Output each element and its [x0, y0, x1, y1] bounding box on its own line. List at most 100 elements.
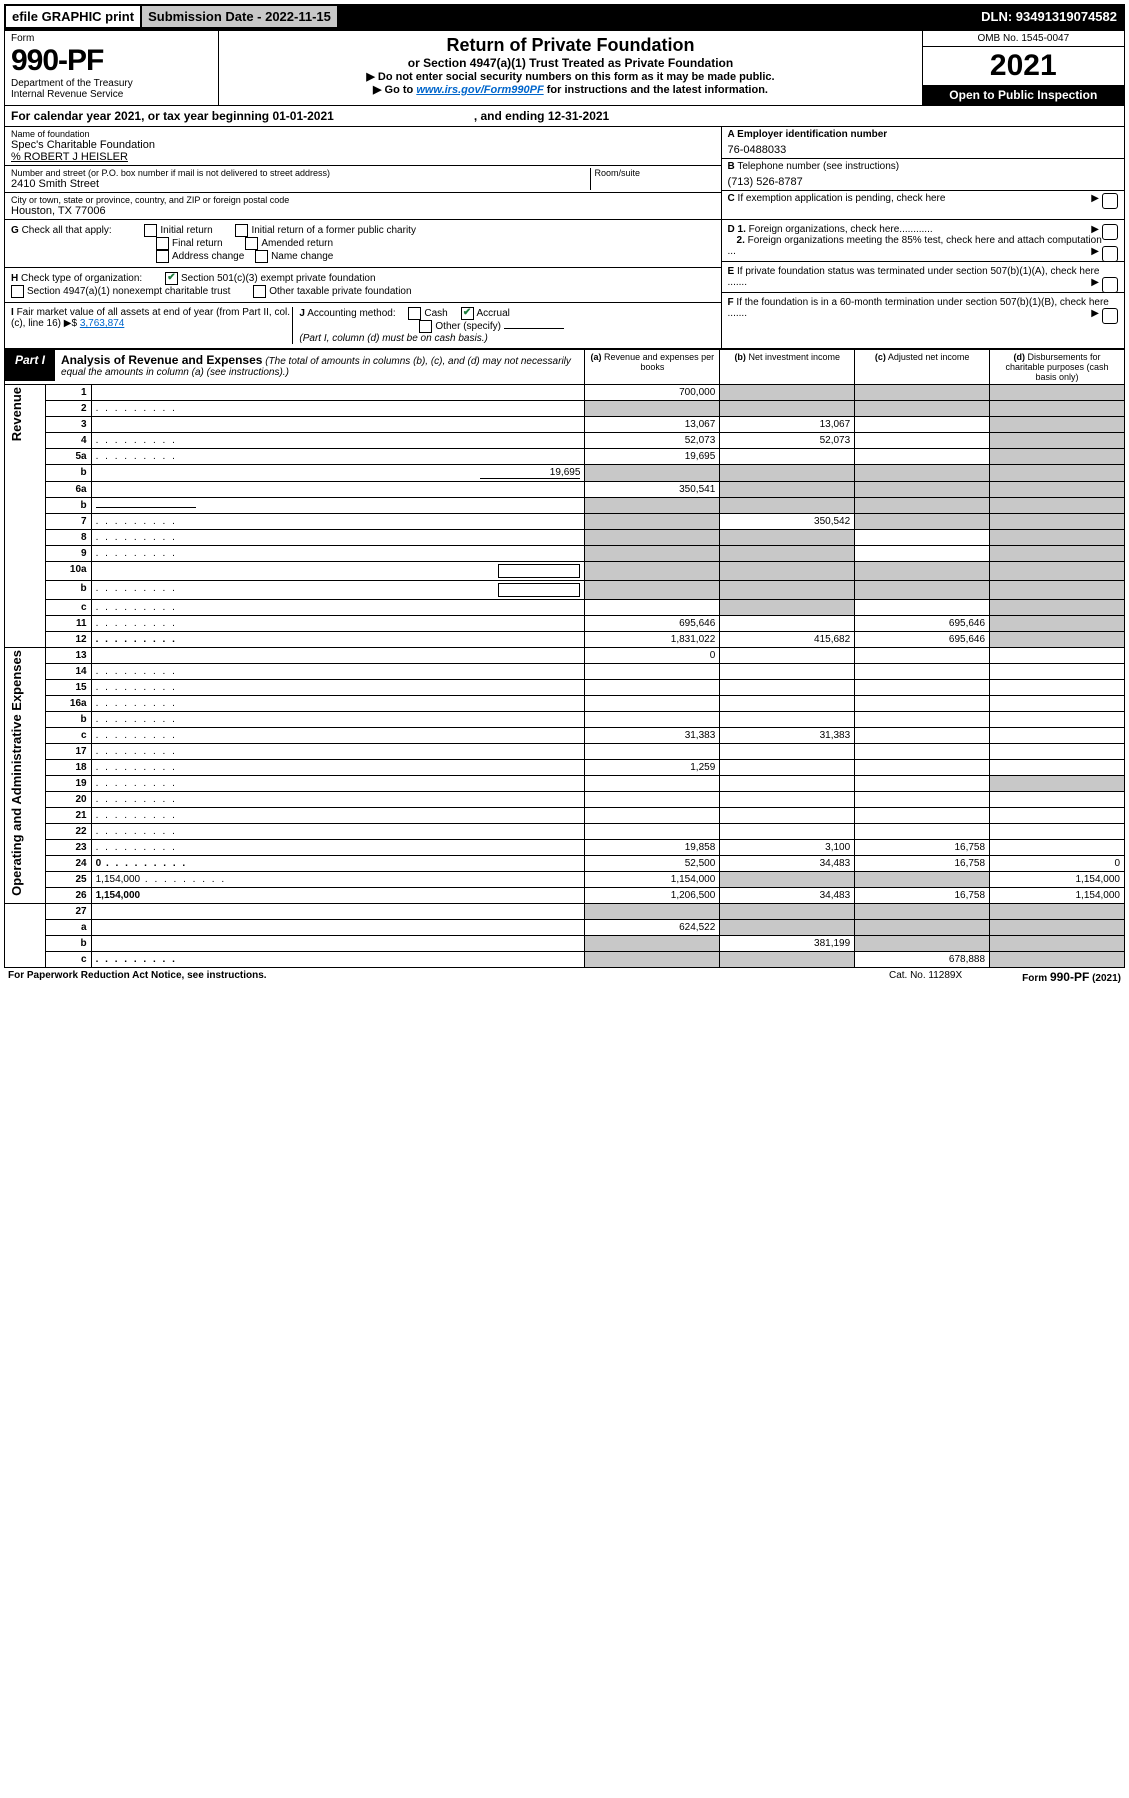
cell-value — [720, 808, 855, 824]
row-number: b — [45, 936, 91, 952]
row-description — [91, 840, 585, 856]
arrow-icon: ▶ — [1091, 193, 1099, 204]
cell-value — [990, 904, 1125, 920]
cell-value — [720, 581, 855, 600]
d1-checkbox[interactable] — [1102, 224, 1118, 240]
row-description — [91, 936, 585, 952]
cash-label: Cash — [424, 308, 447, 319]
efile-link[interactable]: efile GRAPHIC print — [6, 6, 140, 27]
cell-value — [720, 824, 855, 840]
row-number: 4 — [45, 433, 91, 449]
row-description — [91, 696, 585, 712]
table-row: 181,259 — [5, 760, 1125, 776]
table-row: b — [5, 581, 1125, 600]
cell-value — [855, 581, 990, 600]
d2-text: Foreign organizations meeting the 85% te… — [728, 235, 1102, 257]
irs-link[interactable]: www.irs.gov/Form990PF — [416, 84, 543, 96]
cell-value — [720, 482, 855, 498]
row-description — [91, 514, 585, 530]
address-change-checkbox[interactable] — [156, 250, 169, 263]
cell-value: 350,541 — [585, 482, 720, 498]
cell-value — [720, 680, 855, 696]
cell-value — [855, 792, 990, 808]
table-row: 251,154,0001,154,0001,154,000 — [5, 872, 1125, 888]
row-number: 3 — [45, 417, 91, 433]
cal-year-begin: For calendar year 2021, or tax year begi… — [11, 109, 334, 123]
4947-checkbox[interactable] — [11, 285, 24, 298]
initial-public-checkbox[interactable] — [235, 224, 248, 237]
501c3-label: Section 501(c)(3) exempt private foundat… — [181, 273, 376, 284]
name-change-checkbox[interactable] — [255, 250, 268, 263]
final-return-checkbox[interactable] — [156, 237, 169, 250]
cell-value — [855, 401, 990, 417]
i-text: Fair market value of all assets at end o… — [11, 307, 290, 329]
cell-value: 31,383 — [720, 728, 855, 744]
cash-checkbox[interactable] — [408, 307, 421, 320]
cell-value: 13,067 — [585, 417, 720, 433]
row-number: b — [45, 465, 91, 482]
table-row: 22 — [5, 824, 1125, 840]
row-number: 21 — [45, 808, 91, 824]
i-label: I — [11, 307, 14, 318]
row-number: 19 — [45, 776, 91, 792]
foundation-name: Spec's Charitable Foundation — [11, 139, 715, 151]
cell-value — [855, 546, 990, 562]
d2-checkbox[interactable] — [1102, 246, 1118, 262]
dept-irs: Internal Revenue Service — [11, 89, 212, 100]
care-of: % ROBERT J HEISLER — [11, 151, 715, 163]
d2-label: 2. — [737, 235, 745, 246]
table-row: b — [5, 498, 1125, 514]
col-b-header: (b) Net investment income — [720, 350, 855, 385]
cell-value — [720, 562, 855, 581]
ij-block: I Fair market value of all assets at end… — [5, 303, 721, 348]
cell-value — [585, 664, 720, 680]
cell-value: 34,483 — [720, 888, 855, 904]
cell-value — [585, 744, 720, 760]
cell-value — [990, 433, 1125, 449]
cell-value — [990, 385, 1125, 401]
cell-value — [585, 680, 720, 696]
cell-value — [720, 872, 855, 888]
table-row: b381,199 — [5, 936, 1125, 952]
other-method-checkbox[interactable] — [419, 320, 432, 333]
cell-value — [720, 744, 855, 760]
row-description — [91, 482, 585, 498]
pra-notice: For Paperwork Reduction Act Notice, see … — [8, 970, 267, 984]
e-checkbox[interactable] — [1102, 277, 1118, 293]
initial-return-checkbox[interactable] — [144, 224, 157, 237]
cell-value: 16,758 — [855, 840, 990, 856]
row-description — [91, 712, 585, 728]
col-c-header: (c) Adjusted net income — [855, 350, 990, 385]
instr-ssn: ▶ Do not enter social security numbers o… — [227, 70, 913, 83]
h-label: H — [11, 273, 18, 284]
exemption-text: If exemption application is pending, che… — [738, 193, 946, 204]
fmv-value[interactable]: 3,763,874 — [80, 318, 125, 329]
arrow-icon: ▶ — [1091, 224, 1099, 235]
row-number: c — [45, 728, 91, 744]
city-label: City or town, state or province, country… — [11, 195, 715, 205]
row-description: 1,154,000 — [91, 872, 585, 888]
amended-return-checkbox[interactable] — [245, 237, 258, 250]
exemption-checkbox[interactable] — [1102, 193, 1118, 209]
calendar-year-row: For calendar year 2021, or tax year begi… — [4, 106, 1125, 127]
row-number: 18 — [45, 760, 91, 776]
table-row: 6a350,541 — [5, 482, 1125, 498]
other-taxable-checkbox[interactable] — [253, 285, 266, 298]
amended-return-label: Amended return — [261, 238, 333, 249]
instr-link: ▶ Go to www.irs.gov/Form990PF for instru… — [227, 83, 913, 96]
cell-value: 1,154,000 — [990, 888, 1125, 904]
f-text: If the foundation is in a 60-month termi… — [728, 297, 1109, 319]
cell-value: 695,646 — [585, 616, 720, 632]
row-description — [91, 648, 585, 664]
501c3-checkbox[interactable] — [165, 272, 178, 285]
tax-year: 2021 — [923, 47, 1124, 85]
row-number: 2 — [45, 401, 91, 417]
dept-treasury: Department of the Treasury — [11, 78, 212, 89]
row-description — [91, 952, 585, 968]
table-row: 8 — [5, 530, 1125, 546]
accrual-checkbox[interactable] — [461, 307, 474, 320]
cell-value — [720, 648, 855, 664]
initial-return-label: Initial return — [160, 225, 212, 236]
f-checkbox[interactable] — [1102, 308, 1118, 324]
arrow-icon: ▶ — [1091, 246, 1099, 257]
